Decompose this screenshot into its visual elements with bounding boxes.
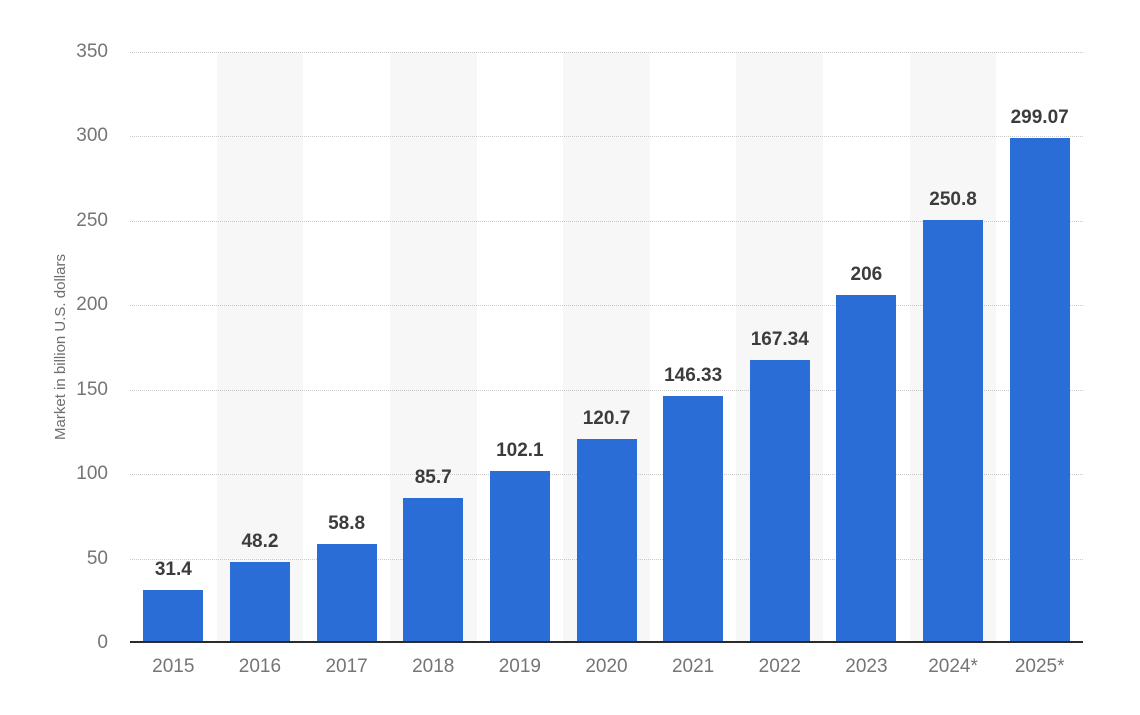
y-tick-label: 250 bbox=[76, 210, 108, 231]
bar bbox=[403, 498, 464, 643]
bar bbox=[229, 561, 290, 643]
x-tick-label: 2023 bbox=[845, 656, 888, 677]
gridline bbox=[130, 390, 1083, 391]
bar-value-label: 120.7 bbox=[582, 408, 631, 430]
bar-value-label: 102.1 bbox=[496, 439, 544, 461]
bar bbox=[663, 395, 724, 643]
y-axis-title: Market in billion U.S. dollars bbox=[52, 197, 72, 497]
x-tick-label: 2017 bbox=[325, 656, 368, 677]
bar-value-label: 48.2 bbox=[241, 530, 279, 552]
y-tick-label: 50 bbox=[86, 548, 108, 569]
bar bbox=[836, 295, 897, 643]
bar bbox=[576, 439, 637, 643]
x-tick-label: 2018 bbox=[412, 656, 455, 677]
bar-value-label: 167.34 bbox=[750, 329, 809, 351]
background-band bbox=[216, 52, 304, 643]
bar bbox=[1009, 138, 1070, 643]
gridline bbox=[130, 221, 1083, 222]
y-tick-label: 200 bbox=[76, 294, 108, 315]
x-tick-label: 2021 bbox=[671, 656, 715, 677]
x-tick-label: 2022 bbox=[758, 656, 801, 677]
bar bbox=[143, 589, 204, 643]
bar-value-label: 85.7 bbox=[414, 467, 452, 489]
y-tick-label: 0 bbox=[97, 632, 108, 653]
bar bbox=[749, 360, 810, 643]
bar-value-label: 31.4 bbox=[154, 558, 192, 580]
bar bbox=[316, 543, 377, 643]
x-tick-label: 2016 bbox=[238, 656, 282, 677]
x-axis-line bbox=[130, 641, 1083, 643]
x-tick-label: 2025* bbox=[1014, 656, 1065, 677]
y-axis-title-text: Market in billion U.S. dollars bbox=[52, 254, 69, 440]
x-tick-label: 2019 bbox=[498, 656, 541, 677]
bar-value-label: 250.8 bbox=[929, 188, 977, 210]
bar-value-label: 58.8 bbox=[328, 512, 366, 534]
y-tick-label: 100 bbox=[76, 463, 108, 484]
x-tick-label: 2015 bbox=[152, 656, 195, 677]
bar-value-label: 206 bbox=[850, 264, 883, 286]
y-tick-label: 300 bbox=[76, 125, 108, 146]
y-tick-label: 150 bbox=[76, 379, 108, 400]
y-tick-label: 350 bbox=[76, 41, 108, 62]
gridline bbox=[130, 136, 1083, 137]
x-tick-label: 2020 bbox=[585, 656, 628, 677]
bar bbox=[923, 219, 984, 643]
gridline bbox=[130, 305, 1083, 306]
bar-value-label: 299.07 bbox=[1010, 107, 1069, 128]
plot-area: 31.4 48.2 58.8 85.7 102.1 120.7 146.33 167.34 20… bbox=[130, 52, 1083, 643]
gridline bbox=[130, 52, 1083, 53]
bar bbox=[489, 470, 550, 643]
bar-value-label: 146.33 bbox=[664, 364, 723, 386]
x-tick-label: 2024* bbox=[928, 656, 978, 677]
